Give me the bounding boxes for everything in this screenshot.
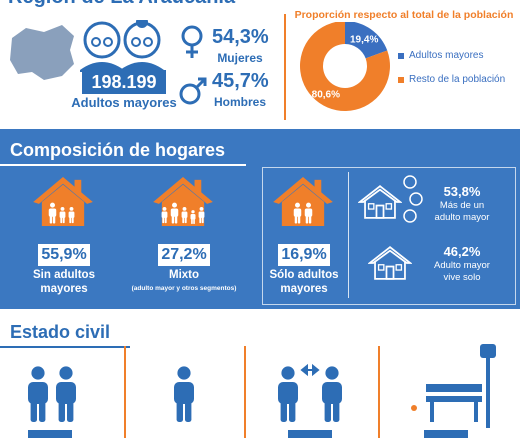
women-label: Mujeres (217, 51, 263, 65)
households-band (0, 129, 520, 309)
donut-slice (300, 22, 390, 111)
solo-house-icon (368, 246, 412, 280)
elderly-icons (80, 20, 164, 72)
page-title: Región de La Araucanía (8, 0, 235, 9)
total-value: 198.199 (82, 70, 166, 94)
household-label: Mixto (168, 269, 200, 281)
region-map (10, 25, 74, 80)
legend: Adultos mayores Resto de la población (398, 50, 520, 98)
divider (284, 14, 286, 120)
living-value: 46,2% (443, 244, 481, 259)
legend-label: Adultos mayores (409, 50, 484, 61)
total-label: Adultos mayores (71, 95, 177, 110)
civil-underline (0, 346, 130, 348)
household-value: 27,2% (158, 244, 210, 266)
inner-divider (348, 172, 349, 298)
slice-label: 19,4% (350, 35, 378, 46)
donut-title: Proporción respecto al total de la pobla… (294, 9, 514, 21)
living-value: 53,8% (443, 184, 481, 199)
legend-item: Adultos mayores (398, 50, 520, 61)
civil-title: Estado civil (10, 322, 111, 342)
top-icons (10, 20, 164, 80)
slice-label: 80,6% (312, 89, 340, 100)
donut-chart: 19,4% 80,6% (300, 22, 390, 111)
legend-swatch (398, 52, 404, 59)
title-underline (0, 164, 246, 166)
legend-label: Resto de la población (409, 74, 506, 85)
men-value: 45,7% (212, 70, 269, 92)
women-value: 54,3% (212, 26, 269, 48)
household-value: 55,9% (38, 244, 90, 266)
legend-item: Resto de la población (398, 74, 520, 85)
solo-box (262, 167, 516, 305)
household-note: (adulto mayor y otros segmentos) (131, 285, 237, 292)
legend-swatch (398, 76, 404, 83)
household-value: 16,9% (278, 244, 330, 266)
civil-icons (28, 344, 496, 438)
living-label: Más de un adulto mayor (434, 200, 490, 223)
household-label: Sin adultos mayores (33, 269, 95, 295)
gender-icons (179, 25, 207, 105)
households-title: Composición de hogares (10, 140, 226, 160)
house-icons (33, 175, 423, 226)
donut-slice (345, 22, 388, 59)
household-label: Sólo adultos mayores (269, 269, 339, 295)
living-label: Adulto mayor vive solo (434, 260, 490, 283)
men-label: Hombres (213, 95, 266, 109)
